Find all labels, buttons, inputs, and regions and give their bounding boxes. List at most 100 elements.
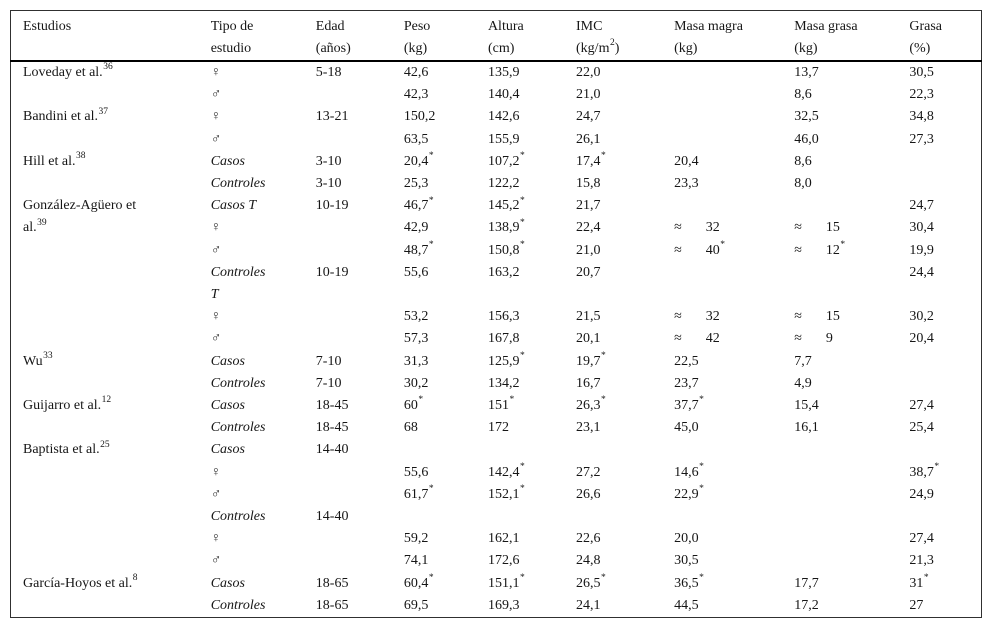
text-run: 32 — [705, 309, 720, 325]
cell-estudios — [11, 173, 199, 195]
cell-imc: 22,0 — [564, 61, 662, 84]
significance-asterisk: * — [601, 573, 606, 584]
table-row: ♂ 42,3 140,4 21,0 8,6 22,3 — [11, 84, 982, 106]
header-row: Estudios Tipo de estudio Edad (años) Peso (kg)… — [10, 11, 982, 62]
table-row: Controles 14-40 — [11, 506, 982, 528]
text-run: 57,3 — [403, 331, 429, 347]
cell-imc: 22,4 — [564, 217, 662, 239]
cell-altura: 142,4* — [476, 462, 564, 484]
cell-tipo-de-estudio: Casos — [199, 151, 304, 173]
cell-masa-magra: ≈40* — [662, 240, 782, 262]
male-symbol-icon: ♂ — [210, 87, 222, 103]
cell-masa-magra: 23,3 — [662, 173, 782, 195]
cell-edad — [304, 306, 392, 328]
cell-peso: 60* — [392, 395, 476, 417]
cell-masa-grasa — [782, 439, 897, 461]
cell-tipo-de-estudio: ♂ — [199, 484, 304, 506]
text-run: 22,3 — [909, 87, 934, 103]
cell-estudios — [11, 84, 199, 106]
table-row: Controles 10-19 55,6 163,2 20,7 24,4 — [11, 262, 982, 284]
text-run: Estudios — [23, 19, 72, 34]
text-run: (kg/m — [576, 41, 610, 56]
cell-masa-grasa: 13,7 — [782, 61, 897, 84]
text-run: Edad — [315, 19, 345, 34]
male-symbol-icon: ♂ — [210, 553, 222, 569]
text-run: (kg) — [403, 41, 428, 56]
text-run: Casos — [210, 575, 245, 591]
text-run: 23,1 — [576, 420, 601, 436]
text-run: 150,2 — [403, 109, 436, 125]
significance-asterisk: * — [699, 462, 704, 472]
cell-masa-magra — [662, 284, 782, 306]
cell-edad — [304, 550, 392, 572]
text-run: 20,1 — [576, 331, 601, 347]
text-run: Casos — [210, 153, 245, 169]
cell-estudios — [11, 506, 199, 528]
text-run: 74,1 — [403, 553, 429, 569]
text-run: 26,3 — [576, 398, 601, 414]
cell-edad: 3-10 — [304, 151, 392, 173]
cell-grasa: 24,9 — [897, 484, 981, 506]
cell-altura: 135,9 — [476, 61, 564, 84]
text-run: 40 — [705, 242, 720, 258]
cell-grasa: 27,4 — [897, 528, 981, 550]
cell-altura: 163,2 — [476, 262, 564, 284]
reference-superscript: 36 — [103, 62, 113, 73]
cell-imc: 26,3* — [564, 395, 662, 417]
female-symbol-icon: ♀ — [210, 220, 222, 236]
text-run: 26,6 — [576, 486, 601, 502]
cell-edad: 7-10 — [304, 373, 392, 395]
cell-masa-grasa: ≈15 — [782, 217, 897, 239]
cell-altura — [476, 439, 564, 461]
text-run: 13,7 — [794, 65, 819, 80]
significance-asterisk: * — [428, 239, 434, 250]
cell-masa-grasa: 46,0 — [782, 129, 897, 151]
text-run: 26,5 — [576, 575, 601, 591]
text-run: Altura — [487, 19, 524, 34]
table-row: ♀ 53,2 156,3 21,5 ≈32 ≈15 30,2 — [11, 306, 982, 328]
text-run: 20,4 — [909, 331, 934, 347]
cell-imc: 24,1 — [564, 595, 662, 618]
cell-masa-magra: 45,0 — [662, 417, 782, 439]
cell-tipo-de-estudio: ♀ — [199, 528, 304, 550]
cell-masa-magra — [662, 195, 782, 217]
cell-tipo-de-estudio: Controles — [199, 373, 304, 395]
text-run: Tipo de — [210, 19, 254, 34]
table-row: Bandini et al.37 ♀ 13-21 150,2 142,6 24,7 32,5… — [11, 106, 982, 128]
cell-imc: 24,8 — [564, 550, 662, 572]
text-run: 142,6 — [487, 109, 520, 125]
text-run: 48,7 — [403, 242, 429, 258]
text-run: 172 — [487, 420, 509, 436]
cell-estudios: Baptista et al.25 — [11, 439, 199, 461]
cell-estudios: al.39 — [11, 217, 199, 239]
text-run: 151 — [487, 398, 509, 414]
text-run: 7-10 — [315, 375, 342, 391]
column-header-edad: Edad (años) — [304, 11, 392, 62]
cell-edad: 18-65 — [304, 595, 392, 618]
cell-peso: 55,6 — [392, 262, 476, 284]
text-run: 44,5 — [674, 597, 699, 613]
table-body: Loveday et al.36 ♀ 5-18 42,6 135,9 22,0 13,7 30… — [11, 61, 982, 618]
text-run: al. — [23, 220, 37, 236]
cell-estudios — [11, 262, 199, 284]
cell-tipo-de-estudio: Casos T — [199, 195, 304, 217]
table-row: al.39 ♀ 42,9 138,9* 22,4 ≈32 ≈15 30,4 — [11, 217, 982, 239]
text-run: 3-10 — [315, 153, 342, 169]
cell-masa-magra — [662, 106, 782, 128]
cell-peso: 74,1 — [392, 550, 476, 572]
cell-peso: 61,7* — [392, 484, 476, 506]
text-run: 24,8 — [576, 553, 601, 569]
text-run: 145,2 — [487, 198, 520, 214]
cell-edad: 13-21 — [304, 106, 392, 128]
text-run: 30,2 — [403, 375, 429, 391]
significance-asterisk: * — [519, 239, 525, 250]
reference-superscript: 25 — [100, 439, 110, 450]
text-run: 30,2 — [909, 309, 934, 325]
significance-asterisk: * — [601, 395, 606, 406]
cell-masa-grasa — [782, 262, 897, 284]
cell-grasa: 21,3 — [897, 550, 981, 572]
text-run: 63,5 — [403, 131, 429, 147]
text-run: 32 — [705, 220, 720, 236]
text-run: 7,7 — [794, 353, 812, 369]
